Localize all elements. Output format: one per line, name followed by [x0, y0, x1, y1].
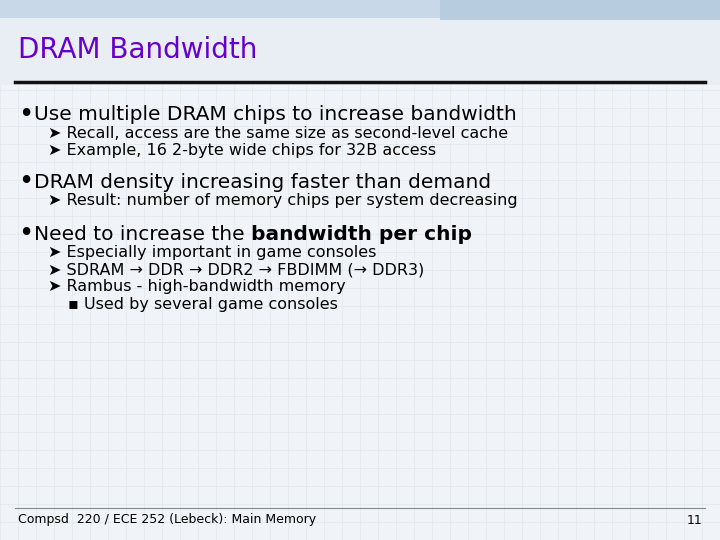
Text: bandwidth per chip: bandwidth per chip [251, 225, 472, 244]
Text: Compsd  220 / ECE 252 (Lebeck): Main Memory: Compsd 220 / ECE 252 (Lebeck): Main Memo… [18, 514, 316, 526]
Text: ➤ SDRAM → DDR → DDR2 → FBDIMM (→ DDR3): ➤ SDRAM → DDR → DDR2 → FBDIMM (→ DDR3) [48, 262, 424, 278]
Text: •: • [18, 102, 33, 128]
Bar [440, 0, 720, 20]
Text: •: • [18, 169, 33, 195]
Text: ➤ Example, 16 2-byte wide chips for 32B access: ➤ Example, 16 2-byte wide chips for 32B … [48, 144, 436, 159]
Text: 11: 11 [686, 514, 702, 526]
Text: ➤ Recall, access are the same size as second-level cache: ➤ Recall, access are the same size as se… [48, 126, 508, 141]
Text: DRAM Bandwidth: DRAM Bandwidth [18, 36, 257, 64]
Text: ➤ Especially important in game consoles: ➤ Especially important in game consoles [48, 246, 377, 260]
Text: Need to increase the: Need to increase the [34, 225, 251, 244]
Bar [0, 0, 720, 85]
Text: Use multiple DRAM chips to increase bandwidth: Use multiple DRAM chips to increase band… [34, 105, 517, 125]
Text: ➤ Rambus - high-bandwidth memory: ➤ Rambus - high-bandwidth memory [48, 280, 346, 294]
Text: DRAM density increasing faster than demand: DRAM density increasing faster than dema… [34, 172, 491, 192]
Text: ▪ Used by several game consoles: ▪ Used by several game consoles [68, 296, 338, 312]
Bar [0, 0, 720, 18]
Text: ➤ Result: number of memory chips per system decreasing: ➤ Result: number of memory chips per sys… [48, 193, 518, 208]
Text: •: • [18, 221, 33, 247]
